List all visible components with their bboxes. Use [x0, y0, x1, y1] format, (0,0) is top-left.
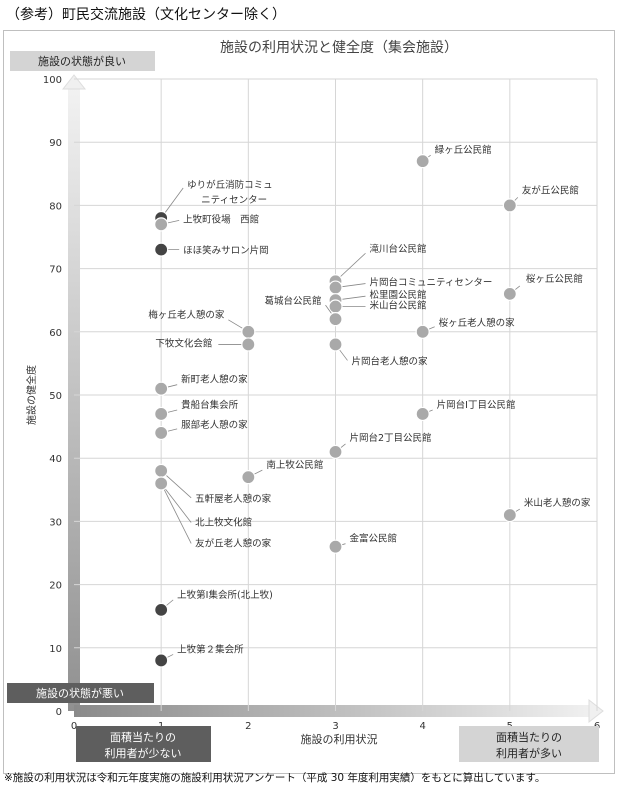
- x-tick-label: 4: [419, 721, 425, 732]
- y-tick-label: 20: [49, 581, 62, 592]
- label-box-x-low: [76, 726, 211, 762]
- y-tick-label: 40: [49, 454, 62, 465]
- point-label: 下牧文化会館: [155, 337, 212, 349]
- y-tick-label: 90: [49, 138, 62, 149]
- x-axis-title: 施設の利用状況: [301, 732, 378, 746]
- point-label-line: ニティセンター: [201, 195, 267, 206]
- label-top-good: 施設の状態が良い: [38, 54, 126, 68]
- label-bottom-bad: 施設の状態が悪い: [36, 686, 124, 700]
- point-label: 北上牧文化館: [195, 516, 252, 528]
- data-point: [502, 198, 517, 213]
- point-label: 葛城台公民館: [264, 295, 321, 307]
- point-label: 上牧第２集会所: [177, 643, 244, 655]
- scatter-chart: 01020304050607080901000123456施設の利用状況と健全度…: [7, 39, 604, 762]
- y-axis-title: 施設の健全度: [25, 365, 38, 425]
- label-x-high-line1: 面積当たりの: [496, 730, 562, 744]
- x-tick-label: 0: [71, 721, 77, 732]
- y-tick-label: 10: [49, 644, 62, 655]
- point-label: 新町老人憩の家: [181, 374, 248, 386]
- data-point: [154, 653, 169, 668]
- y-axis-arrowhead: [61, 74, 87, 90]
- data-point: [154, 602, 169, 617]
- data-point: [241, 337, 256, 352]
- point-label: 友が丘老人憩の家: [195, 537, 272, 549]
- point-label: ゆりが丘消防コミュニティセンター: [187, 179, 273, 206]
- label-x-high-line2: 利用者が多い: [496, 746, 562, 760]
- point-label: 松里園公民館: [370, 289, 427, 301]
- y-axis-gradient-bar: [68, 87, 80, 711]
- x-axis-gradient-bar: [74, 705, 591, 717]
- data-point: [415, 324, 430, 339]
- point-label: 片岡台2丁目公民館: [350, 432, 432, 444]
- data-point: [328, 280, 343, 295]
- x-tick-label: 3: [332, 721, 338, 732]
- data-point: [328, 337, 343, 352]
- data-point: [328, 312, 343, 327]
- point-label: ほほ笑みサロン片岡: [183, 245, 269, 257]
- point-label: 米山台公民館: [370, 300, 427, 312]
- label-box-top: [10, 51, 155, 71]
- chart-frame: 01020304050607080901000123456施設の利用状況と健全度…: [3, 30, 615, 774]
- data-point: [241, 470, 256, 485]
- point-label: 米山老人憩の家: [524, 497, 591, 509]
- footnote: ※施設の利用状況は令和元年度実施の施設利用状況アンケート（平成 30 年度利用実…: [4, 772, 546, 784]
- point-label: 南上牧公民館: [266, 459, 323, 471]
- point-label: 服部老人憩の家: [181, 419, 248, 431]
- data-point: [154, 381, 169, 396]
- x-axis-arrowhead: [588, 698, 604, 724]
- data-point: [328, 539, 343, 554]
- data-point: [154, 425, 169, 441]
- point-label: 友が丘公民館: [522, 184, 579, 196]
- data-point: [328, 299, 343, 314]
- data-point: [415, 406, 430, 422]
- label-x-low-line2: 利用者が少ない: [105, 746, 182, 760]
- y-tick-label: 70: [49, 265, 62, 276]
- y-tick-label: 60: [49, 328, 62, 339]
- point-label: 片岡台コミュニティセンター: [370, 277, 493, 289]
- point-label: 梅ヶ丘老人憩の家: [148, 309, 225, 321]
- data-point: [328, 444, 343, 459]
- data-point: [415, 154, 430, 169]
- data-point: [241, 324, 256, 339]
- y-tick-label: 100: [43, 75, 62, 86]
- point-label: 片岡台老人憩の家: [352, 355, 429, 367]
- point-label: 緑ヶ丘公民館: [435, 144, 492, 156]
- data-point: [502, 286, 517, 301]
- point-label: 上牧第Ⅰ集会所(北上牧): [177, 589, 273, 601]
- data-point: [154, 406, 169, 422]
- point-label: 桜ヶ丘公民館: [526, 273, 583, 285]
- point-label: 片岡台Ⅰ丁目公民館: [437, 399, 516, 411]
- label-box-x-high: [459, 726, 599, 762]
- data-point: [502, 507, 517, 523]
- leader-line: [160, 483, 192, 544]
- point-label: 上牧町役場 西館: [183, 213, 259, 225]
- data-point: [154, 242, 169, 257]
- point-label: 金富公民館: [350, 533, 398, 545]
- y-tick-label: 30: [49, 517, 62, 528]
- point-label: 桜ヶ丘老人憩の家: [439, 317, 516, 329]
- point-label-line: ゆりが丘消防コミュ: [187, 179, 273, 191]
- y-tick-label: 0: [56, 707, 62, 718]
- data-point: [154, 217, 169, 232]
- point-label: 滝川台公民館: [370, 243, 427, 255]
- y-tick-label: 50: [49, 391, 62, 402]
- label-box-bottom: [7, 683, 154, 703]
- y-tick-label: 80: [49, 201, 62, 212]
- data-point: [154, 476, 169, 491]
- page-caption: （参考）町民交流施設（文化センター除く）: [6, 7, 286, 23]
- chart-title: 施設の利用状況と健全度（集会施設）: [220, 39, 458, 56]
- label-x-low-line1: 面積当たりの: [110, 730, 176, 744]
- data-point: [154, 463, 169, 478]
- point-label: 貴船台集会所: [181, 399, 239, 411]
- point-label: 五軒屋老人憩の家: [195, 493, 272, 505]
- leader-line: [160, 483, 192, 523]
- x-tick-label: 2: [245, 721, 251, 732]
